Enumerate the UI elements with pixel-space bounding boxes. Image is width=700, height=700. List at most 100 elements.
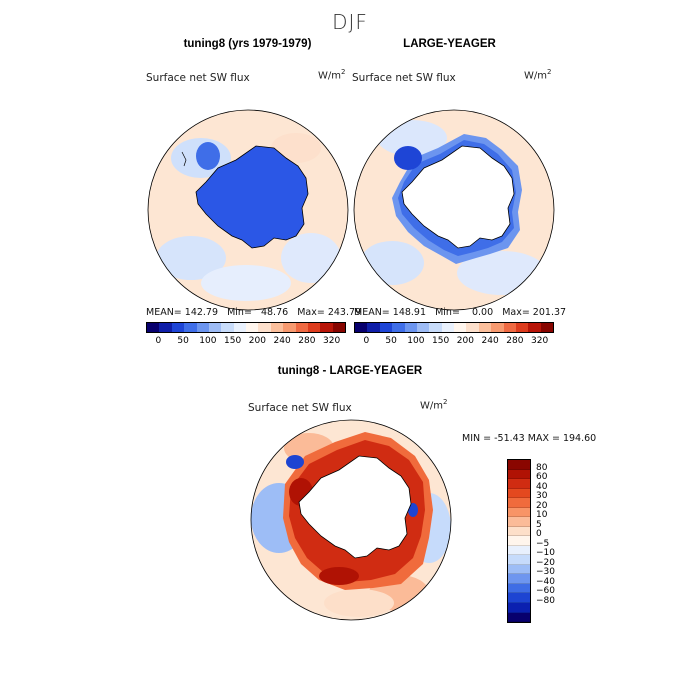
diff-colorbar-swatch [508,612,530,623]
left-colorbar-tick: 320 [323,336,341,346]
left-colorbar-tick: 200 [248,336,266,346]
left-colorbar-swatch [184,323,197,332]
right-stats: MEAN= 148.91 Min= 0.00 Max= 201.37 [354,307,567,318]
diff-colorbar-tick: −30 [536,567,555,578]
right-colorbar-swatch [429,323,442,332]
right-polar-map [353,109,555,311]
right-colorbar-tick: 0 [363,336,370,346]
diff-colorbar-tick: 20 [536,500,548,511]
right-colorbar-swatch [392,323,405,332]
diff-minmax: MIN = -51.43 MAX = 194.60 [462,433,597,444]
right-colorbar-ticks: 0 50 100 150 200 240 280 320 [354,336,552,348]
left-colorbar-tick: 240 [273,336,291,346]
diff-colorbar-tick: 0 [536,529,542,540]
diff-colorbar-tick: −80 [536,595,555,606]
right-colorbar-swatch [515,323,529,332]
diff-colorbar-swatch [508,479,530,489]
diff-colorbar-tick: 80 [536,462,548,473]
right-panel-title: LARGE-YEAGER [403,38,496,50]
right-colorbar-swatch [528,323,541,332]
right-colorbar [354,322,554,333]
left-stats: MEAN= 142.79 Min= 48.76 Max= 243.79 [146,307,362,318]
right-colorbar-swatch [503,323,516,332]
diff-colorbar-tick: −20 [536,557,555,568]
left-colorbar-swatch [196,323,209,332]
page-title: DJF [332,10,368,34]
left-colorbar-tick: 50 [177,336,189,346]
left-colorbar-swatch [147,323,160,332]
diff-colorbar-swatch [508,574,530,584]
right-colorbar-swatch [466,323,479,332]
diff-colorbar-tick: −5 [536,538,550,549]
left-colorbar-tick: 280 [298,336,316,346]
right-colorbar-tick: 240 [481,336,499,346]
diff-colorbar [507,459,531,623]
right-colorbar-swatch [478,323,492,332]
diff-colorbar-tick: 40 [536,481,548,492]
diff-colorbar-tick: −10 [536,548,555,559]
right-colorbar-tick: 200 [456,336,474,346]
left-colorbar-swatch [295,323,308,332]
right-colorbar-swatch [454,323,467,332]
right-colorbar-swatch [379,323,393,332]
left-colorbar-swatch [307,323,321,332]
diff-panel-title: tuning8 - LARGE-YEAGER [277,365,423,377]
diff-colorbar-tick: −60 [536,586,555,597]
left-colorbar-swatch [208,323,222,332]
left-colorbar-swatch [258,323,271,332]
diff-colorbar-swatch [508,517,530,527]
right-colorbar-swatch [367,323,380,332]
diff-colorbar-swatch [508,602,530,613]
left-variable-label: Surface net SW flux [146,72,250,84]
diff-colorbar-tick: 5 [536,519,542,530]
left-colorbar-tick: 0 [155,336,162,346]
left-colorbar-swatch [171,323,185,332]
right-colorbar-swatch [491,323,504,332]
right-colorbar-swatch [355,323,368,332]
left-colorbar-swatch [332,323,345,332]
diff-colorbar-swatch [508,545,530,556]
diff-colorbar-swatch [508,555,530,565]
diff-colorbar-swatch [508,498,530,508]
diff-colorbar-swatch [508,488,530,499]
right-colorbar-tick: 100 [407,336,425,346]
left-colorbar-swatch [159,323,172,332]
left-colorbar [146,322,346,333]
left-colorbar-ticks: 0 50 100 150 200 240 280 320 [146,336,344,348]
diff-colorbar-swatch [508,593,530,603]
left-colorbar-swatch [233,323,246,332]
left-colorbar-tick: 150 [224,336,242,346]
diff-colorbar-swatch [508,536,530,546]
left-colorbar-swatch [270,323,284,332]
left-colorbar-swatch [221,323,234,332]
left-colorbar-swatch [320,323,333,332]
diff-colorbar-tick: −40 [536,576,555,587]
diff-colorbar-swatch [508,583,530,594]
diff-colorbar-tick: 60 [536,472,548,483]
right-colorbar-tick: 280 [506,336,524,346]
diff-colorbar-swatch [508,564,530,575]
diff-variable-label: Surface net SW flux [248,402,352,414]
left-units-label: W/m2 [318,68,346,82]
diff-colorbar-tick: 30 [536,491,548,502]
right-variable-label: Surface net SW flux [352,72,456,84]
diff-colorbar-swatch [508,469,530,480]
diff-colorbar-swatch [508,526,530,537]
right-colorbar-tick: 150 [432,336,450,346]
right-colorbar-swatch [416,323,430,332]
diff-polar-map [250,419,452,621]
left-panel-title: tuning8 (yrs 1979-1979) [183,38,312,50]
diff-colorbar-tick: 10 [536,510,548,521]
diff-colorbar-swatch [508,507,530,518]
right-colorbar-swatch [540,323,553,332]
right-colorbar-swatch [404,323,417,332]
left-colorbar-tick: 100 [199,336,217,346]
right-units-label: W/m2 [524,68,552,82]
diff-colorbar-swatch [508,460,530,470]
diff-units-label: W/m2 [420,398,448,412]
diff-colorbar-ticks: 80 60 40 30 20 10 5 0 −5 −10 −20 −30 −40 −60 −80 [536,459,576,621]
right-colorbar-tick: 50 [385,336,397,346]
right-colorbar-tick: 320 [531,336,549,346]
right-colorbar-swatch [441,323,454,332]
left-colorbar-swatch [246,323,259,332]
